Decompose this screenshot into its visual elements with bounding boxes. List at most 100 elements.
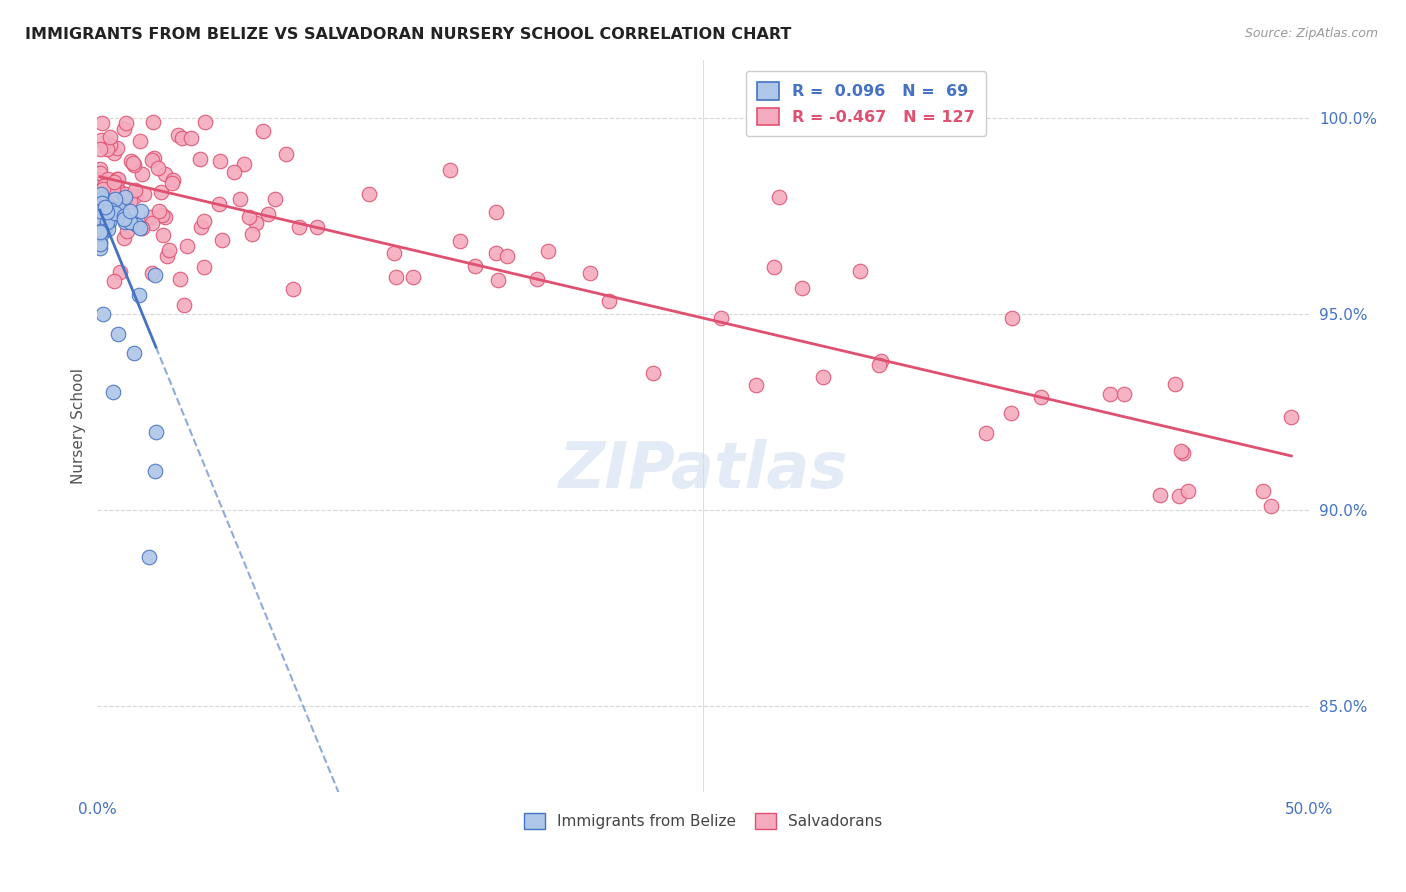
Point bbox=[141, 210, 163, 224]
Point bbox=[114, 215, 136, 229]
Point bbox=[93, 197, 115, 211]
Point bbox=[90, 225, 112, 239]
Point bbox=[122, 158, 145, 172]
Point bbox=[579, 266, 602, 280]
Point bbox=[162, 172, 184, 186]
Point bbox=[90, 116, 112, 130]
Point bbox=[115, 223, 138, 237]
Point bbox=[974, 425, 997, 440]
Point bbox=[208, 153, 231, 168]
Point bbox=[464, 259, 486, 273]
Point bbox=[157, 243, 180, 257]
Point bbox=[169, 272, 191, 286]
Point bbox=[96, 218, 118, 232]
Point bbox=[89, 241, 111, 255]
Point bbox=[1149, 487, 1171, 501]
Point bbox=[89, 203, 111, 218]
Point bbox=[156, 249, 179, 263]
Point bbox=[89, 166, 111, 180]
Point bbox=[103, 274, 125, 288]
Point bbox=[643, 366, 665, 380]
Point bbox=[112, 231, 135, 245]
Point bbox=[208, 196, 231, 211]
Point bbox=[110, 264, 132, 278]
Point bbox=[94, 201, 117, 215]
Y-axis label: Nursery School: Nursery School bbox=[72, 368, 86, 483]
Point bbox=[252, 124, 274, 138]
Point bbox=[114, 122, 136, 136]
Point bbox=[153, 210, 176, 224]
Point bbox=[143, 464, 166, 478]
Point bbox=[1171, 446, 1194, 460]
Text: IMMIGRANTS FROM BELIZE VS SALVADORAN NURSERY SCHOOL CORRELATION CHART: IMMIGRANTS FROM BELIZE VS SALVADORAN NUR… bbox=[25, 27, 792, 42]
Point bbox=[170, 130, 193, 145]
Point bbox=[194, 115, 217, 129]
Point bbox=[93, 179, 115, 194]
Point bbox=[103, 146, 125, 161]
Point bbox=[97, 222, 120, 236]
Point bbox=[96, 203, 118, 218]
Point bbox=[1029, 390, 1052, 404]
Point bbox=[90, 195, 112, 210]
Point bbox=[283, 282, 305, 296]
Point bbox=[274, 147, 297, 161]
Point bbox=[1112, 387, 1135, 401]
Point bbox=[89, 217, 111, 231]
Point bbox=[131, 167, 153, 181]
Point bbox=[89, 237, 111, 252]
Point bbox=[190, 220, 212, 235]
Point bbox=[114, 187, 136, 202]
Point bbox=[188, 152, 211, 166]
Point bbox=[89, 202, 111, 216]
Point bbox=[90, 200, 112, 214]
Point bbox=[143, 151, 166, 165]
Point bbox=[142, 115, 165, 129]
Point bbox=[91, 307, 114, 321]
Point bbox=[111, 186, 134, 200]
Point bbox=[91, 207, 114, 221]
Point bbox=[124, 189, 146, 203]
Point bbox=[91, 212, 114, 227]
Point bbox=[96, 215, 118, 229]
Point bbox=[120, 215, 142, 229]
Point bbox=[486, 273, 509, 287]
Legend: Immigrants from Belize, Salvadorans: Immigrants from Belize, Salvadorans bbox=[517, 807, 889, 836]
Point bbox=[382, 246, 405, 260]
Point bbox=[1099, 387, 1122, 401]
Point bbox=[745, 377, 768, 392]
Point bbox=[1164, 377, 1187, 392]
Point bbox=[89, 225, 111, 239]
Point bbox=[232, 157, 254, 171]
Point bbox=[193, 214, 215, 228]
Point bbox=[89, 213, 111, 227]
Point bbox=[89, 225, 111, 239]
Point bbox=[245, 216, 267, 230]
Point bbox=[90, 214, 112, 228]
Point bbox=[385, 270, 408, 285]
Point bbox=[1168, 490, 1191, 504]
Point bbox=[120, 194, 142, 208]
Point bbox=[115, 116, 138, 130]
Point bbox=[128, 287, 150, 301]
Point bbox=[94, 200, 117, 214]
Point bbox=[91, 222, 114, 236]
Point bbox=[211, 233, 233, 247]
Point bbox=[112, 209, 135, 223]
Point bbox=[89, 206, 111, 220]
Point bbox=[112, 212, 135, 227]
Point bbox=[100, 201, 122, 215]
Point bbox=[180, 131, 202, 145]
Point bbox=[176, 239, 198, 253]
Point bbox=[129, 203, 152, 218]
Point bbox=[193, 260, 215, 274]
Point bbox=[868, 358, 890, 372]
Point bbox=[790, 281, 813, 295]
Point bbox=[108, 202, 131, 217]
Point bbox=[263, 193, 285, 207]
Point bbox=[90, 223, 112, 237]
Point bbox=[120, 203, 142, 218]
Point bbox=[89, 235, 111, 249]
Point bbox=[762, 260, 785, 274]
Point bbox=[103, 182, 125, 196]
Point bbox=[104, 193, 127, 207]
